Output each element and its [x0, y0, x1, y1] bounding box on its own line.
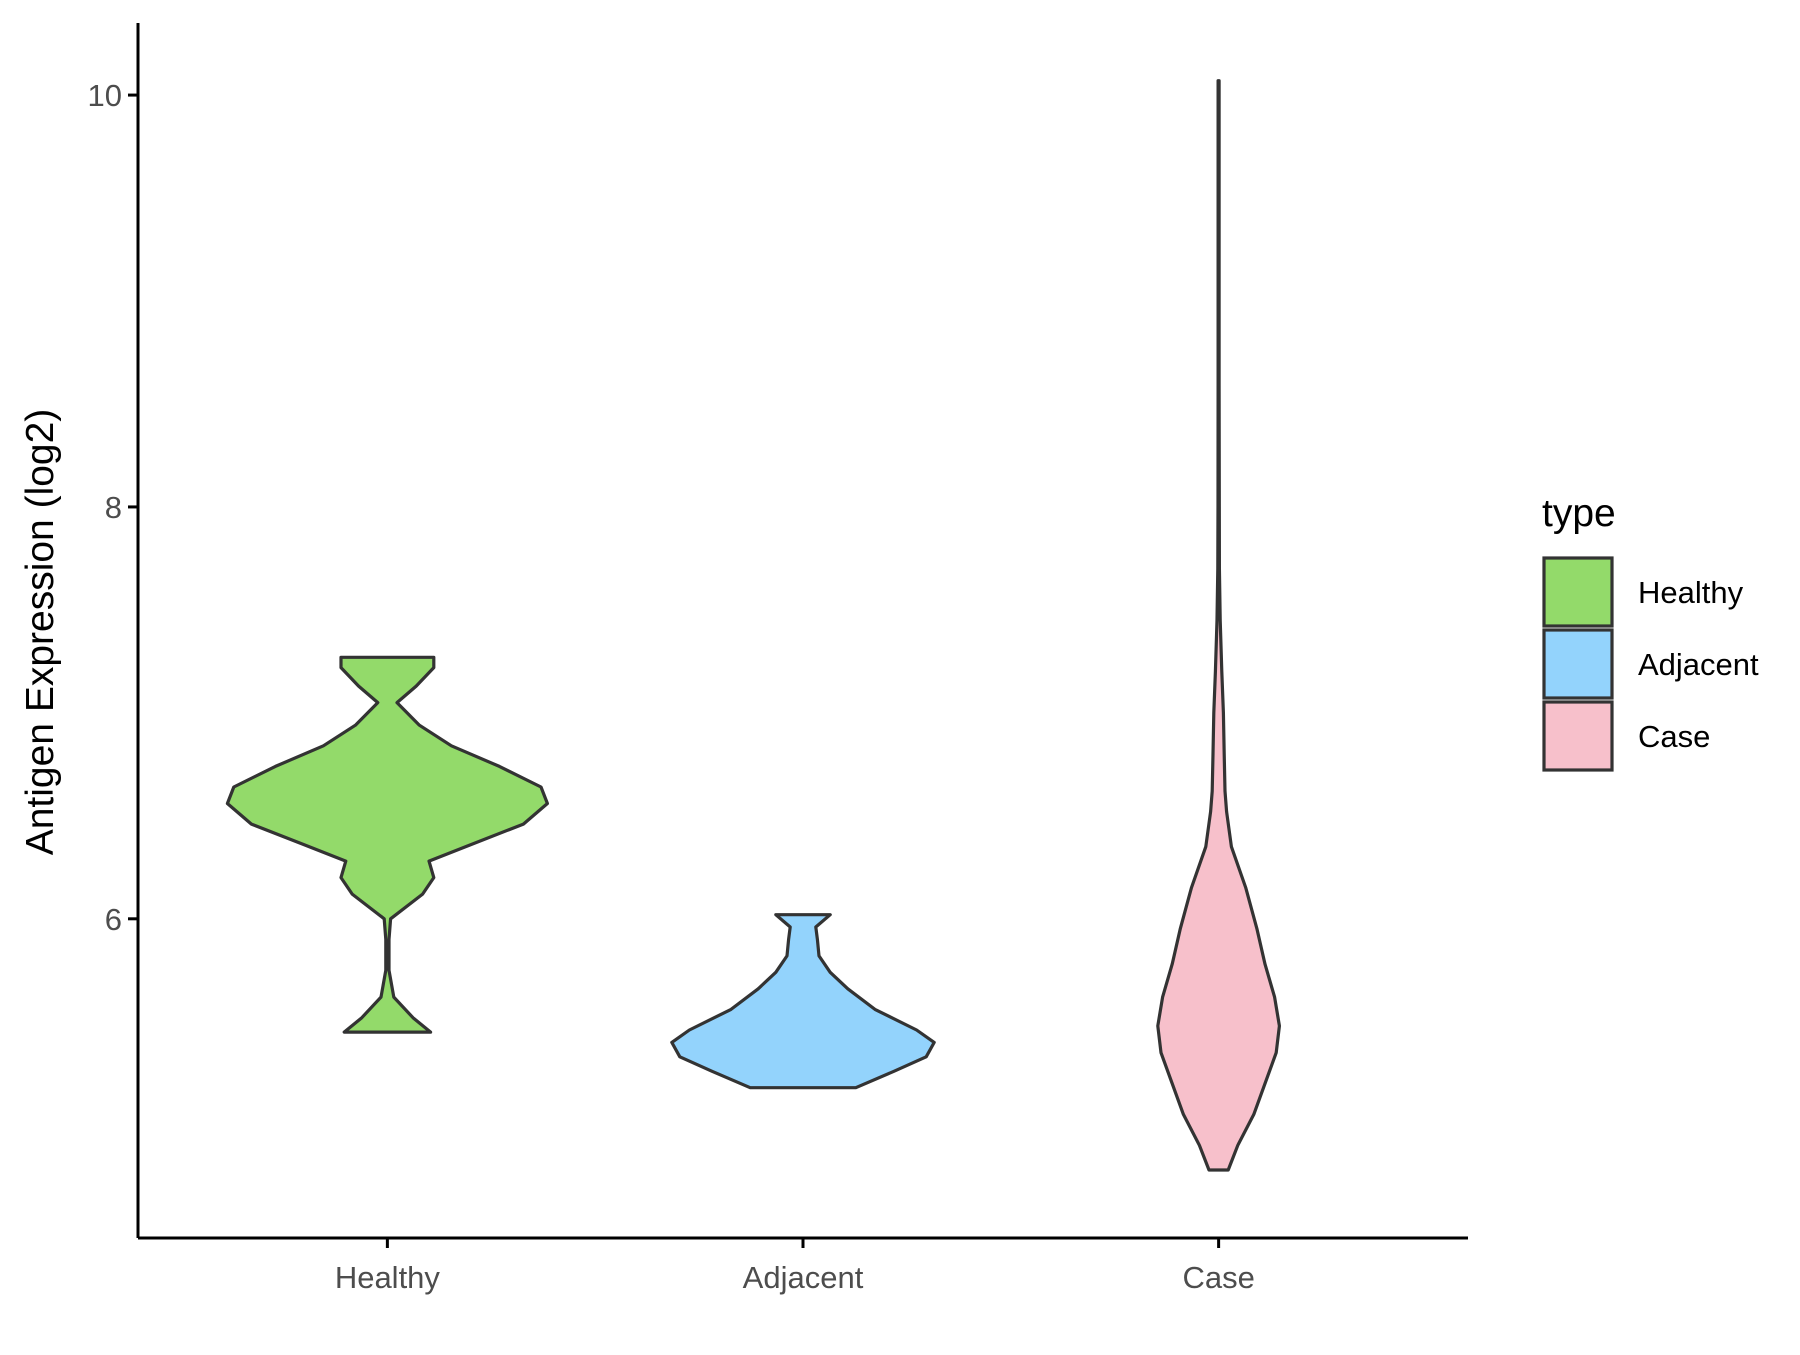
legend-key-adjacent: [1542, 628, 1614, 700]
violin-layer: [225, 79, 1281, 1172]
x-tick-label-healthy: Healthy: [335, 1260, 441, 1295]
legend-key-healthy: [1542, 556, 1614, 628]
legend-label-case: Case: [1638, 719, 1710, 754]
violin-adjacent: [670, 913, 936, 1090]
y-axis-title: Antigen Expression (log2): [19, 409, 62, 856]
legend-label-healthy: Healthy: [1638, 575, 1744, 610]
y-tick-label: 10: [88, 78, 122, 113]
legend-key-case: [1542, 700, 1614, 772]
x-tick-label-case: Case: [1182, 1260, 1254, 1295]
y-tick-label: 8: [105, 490, 122, 525]
y-tick-label: 6: [105, 902, 122, 937]
violin-case: [1156, 79, 1281, 1172]
x-ticks: Healthy Adjacent Case: [335, 1238, 1255, 1295]
axes: 6 8 10 Healthy Adjacent Case: [88, 23, 1468, 1295]
legend-title: type: [1542, 492, 1616, 535]
legend: type Healthy Adjacent Case: [1542, 492, 1759, 772]
legend-label-adjacent: Adjacent: [1638, 647, 1759, 682]
y-ticks: 6 8 10: [88, 78, 138, 937]
x-tick-label-adjacent: Adjacent: [743, 1260, 864, 1295]
violin-healthy: [225, 655, 549, 1034]
legend-items: Healthy Adjacent Case: [1542, 556, 1759, 772]
